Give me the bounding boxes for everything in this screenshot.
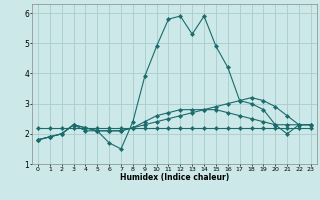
X-axis label: Humidex (Indice chaleur): Humidex (Indice chaleur) (120, 173, 229, 182)
